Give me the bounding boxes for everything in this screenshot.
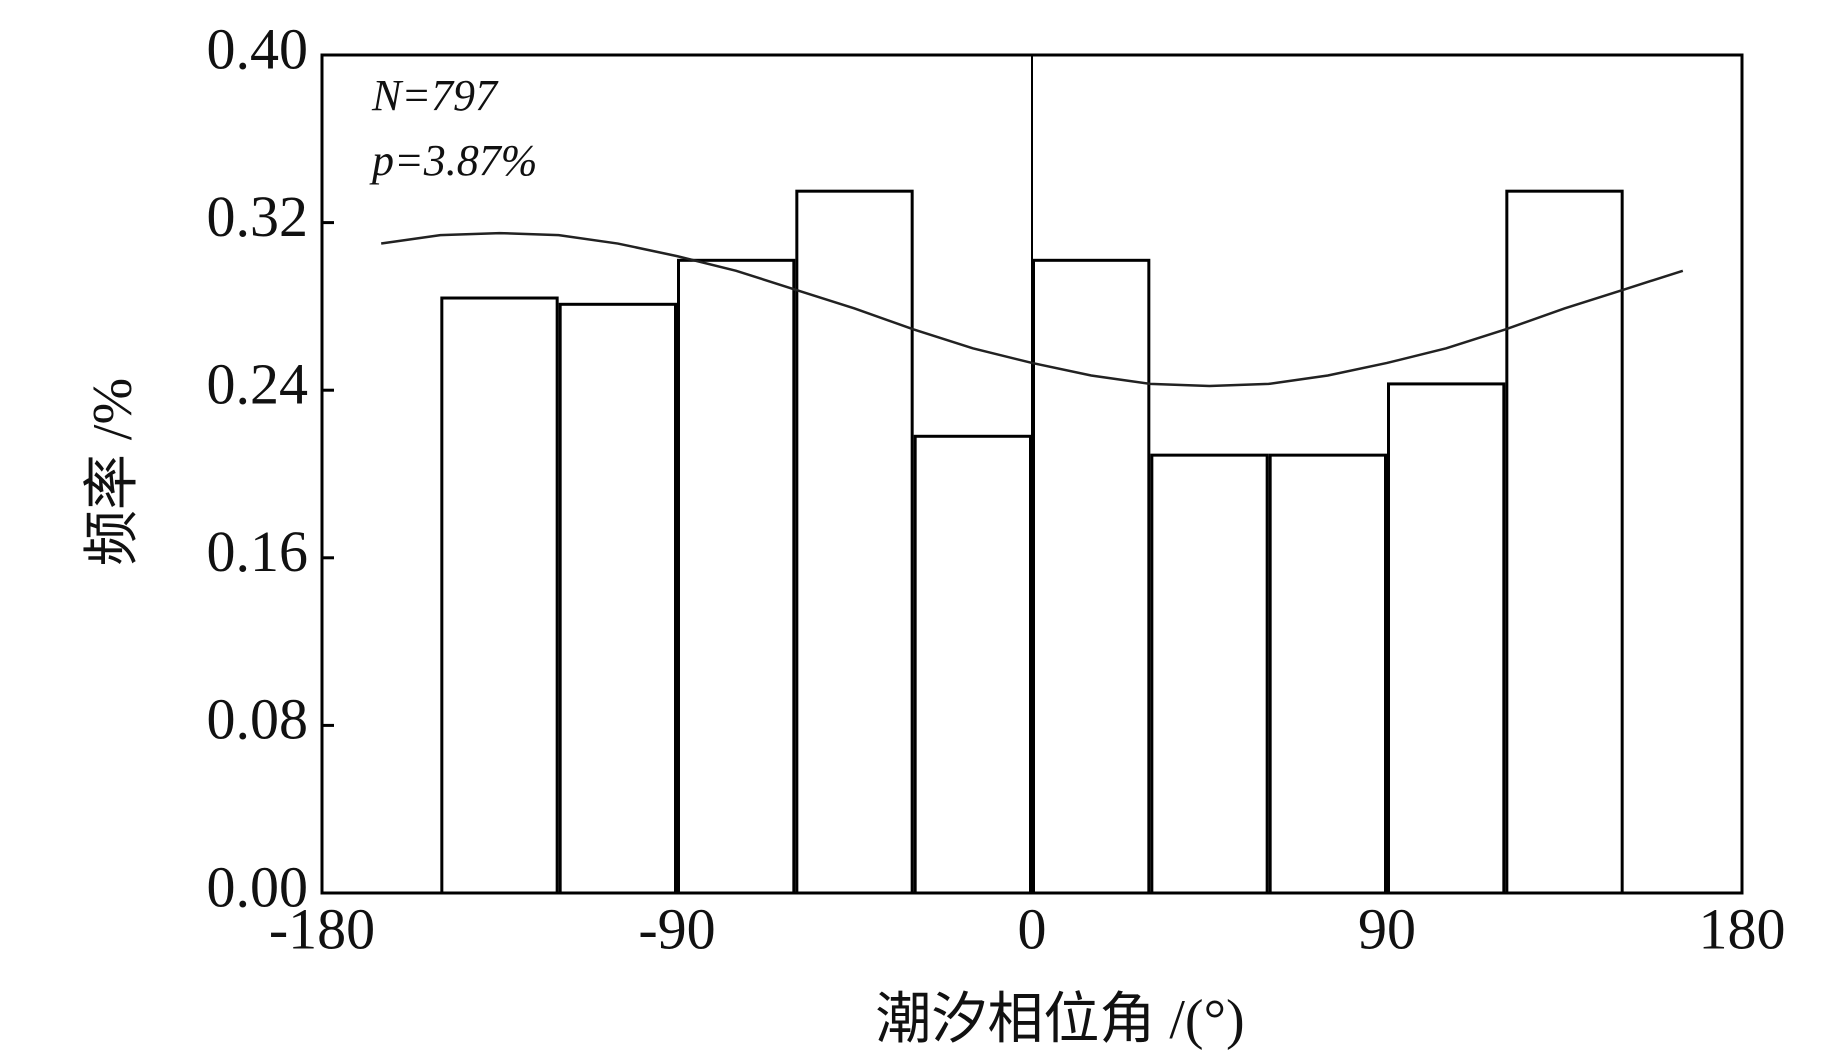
x-tick-label: 90 bbox=[1358, 896, 1416, 961]
x-tick-label: -180 bbox=[269, 896, 375, 961]
x-tick-label: 180 bbox=[1699, 896, 1786, 961]
y-tick-label: 0.00 bbox=[207, 854, 309, 919]
bar bbox=[677, 258, 796, 895]
y-axis-label: 频率 /% bbox=[82, 378, 144, 566]
y-tick-label: 0.32 bbox=[207, 184, 309, 249]
annotation: p=3.87% bbox=[369, 136, 537, 185]
x-tick-label: 0 bbox=[1018, 896, 1047, 961]
y-tick-label: 0.08 bbox=[207, 687, 309, 752]
annotation: N=797 bbox=[371, 71, 499, 120]
y-tick-label: 0.24 bbox=[207, 352, 309, 417]
bar bbox=[913, 434, 1033, 895]
bar bbox=[440, 296, 559, 895]
plot-frame bbox=[320, 53, 1744, 895]
fit-curve bbox=[380, 231, 1684, 388]
y-tick-label: 0.16 bbox=[207, 519, 309, 584]
x-tick-label: -90 bbox=[638, 896, 715, 961]
bar bbox=[1268, 453, 1387, 895]
x-axis-label: 潮汐相位角 /(°) bbox=[875, 989, 1244, 1051]
bar bbox=[1387, 382, 1506, 895]
bar bbox=[1032, 258, 1151, 895]
y-tick-label: 0.40 bbox=[207, 16, 309, 81]
bar bbox=[558, 302, 678, 895]
bar bbox=[1150, 453, 1269, 895]
